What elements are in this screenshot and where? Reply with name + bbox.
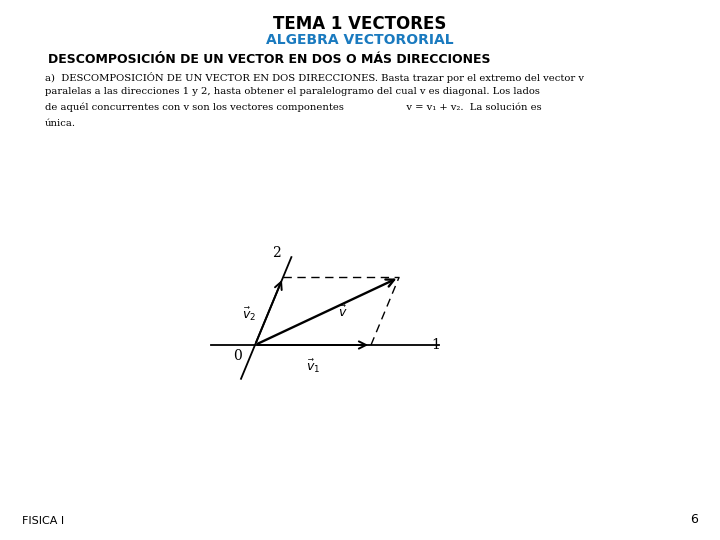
Text: a)  DESCOMPOSICIÓN DE UN VECTOR EN DOS DIRECCIONES. Basta trazar por el extremo : a) DESCOMPOSICIÓN DE UN VECTOR EN DOS DI… [45,72,584,83]
Text: 6: 6 [690,513,698,526]
Text: ALGEBRA VECTORORIAL: ALGEBRA VECTORORIAL [266,33,454,47]
Text: FISICA I: FISICA I [22,516,64,526]
Text: 0: 0 [233,349,242,363]
Text: $\vec{v}_2$: $\vec{v}_2$ [242,306,256,323]
Text: $\vec{v}_1$: $\vec{v}_1$ [306,358,320,375]
Text: $\vec{v}$: $\vec{v}$ [338,305,348,320]
Text: 2: 2 [272,246,281,260]
Text: DESCOMPOSICIÓN DE UN VECTOR EN DOS O MÁS DIRECCIONES: DESCOMPOSICIÓN DE UN VECTOR EN DOS O MÁS… [48,53,490,66]
Text: 1: 1 [431,338,440,352]
Text: única.: única. [45,118,76,127]
Text: paralelas a las direcciones 1 y 2, hasta obtener el paralelogramo del cual v es : paralelas a las direcciones 1 y 2, hasta… [45,87,540,97]
Text: TEMA 1 VECTORES: TEMA 1 VECTORES [274,15,446,33]
Text: de aquél concurrentes con v son los vectores componentes                    v = : de aquél concurrentes con v son los vect… [45,103,541,112]
